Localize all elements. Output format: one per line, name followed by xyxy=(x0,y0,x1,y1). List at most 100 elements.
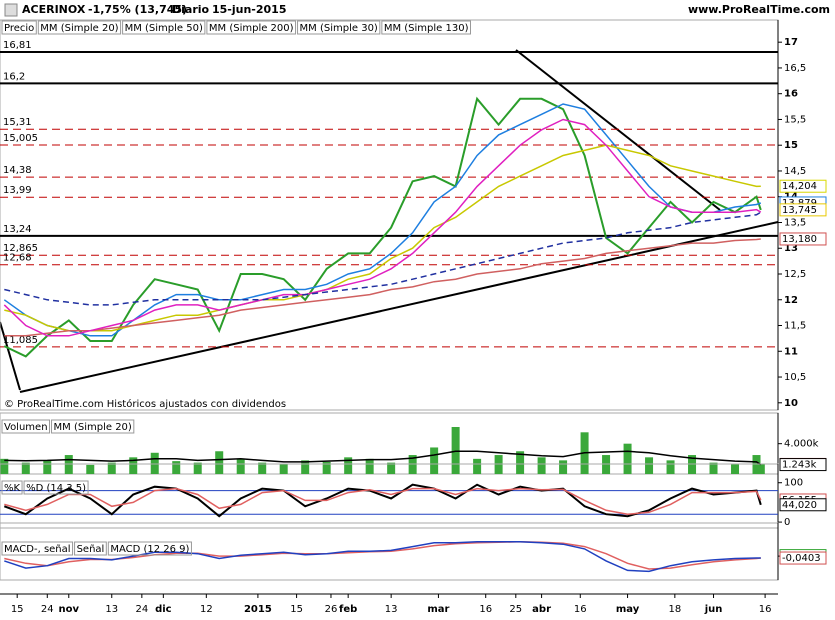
y-tick-label: 4.000k xyxy=(784,439,819,450)
value-marker xyxy=(779,203,827,217)
trend-line xyxy=(19,221,779,393)
volume-bar xyxy=(86,464,95,474)
volume-bar xyxy=(43,460,52,474)
x-tick-label: 24 xyxy=(41,604,54,615)
volume-bar xyxy=(752,455,761,474)
volume-bar xyxy=(387,462,396,474)
legend-box xyxy=(122,20,206,35)
level-label: 12,68 xyxy=(3,253,32,264)
y-tick-label: 16 xyxy=(784,89,798,100)
x-tick-label: mar xyxy=(427,604,449,615)
level-label: 13,99 xyxy=(3,185,32,196)
series-line xyxy=(4,450,762,466)
value-marker-label: 13,180 xyxy=(782,234,817,245)
volume-bar xyxy=(215,451,224,474)
value-marker-label: 44,020 xyxy=(782,500,817,511)
legend-entry: MM (Simple 200) xyxy=(209,23,294,34)
volume-bar xyxy=(344,457,353,474)
legend-entry: MM (Simple 50) xyxy=(125,23,203,34)
y-tick-label: 15 xyxy=(784,140,798,151)
y-tick-label: 13,5 xyxy=(784,217,806,228)
value-marker xyxy=(779,551,827,565)
series-line xyxy=(4,211,762,306)
footer: © ProRealTime.com Históricos ajustados c… xyxy=(4,398,286,410)
volume-bar xyxy=(21,462,30,474)
volume-bar xyxy=(537,457,546,474)
value-marker-label: 1.243k xyxy=(782,460,817,471)
level-label: 14,38 xyxy=(3,165,32,176)
y-tick-label: 17 xyxy=(784,37,798,48)
x-tick-label: dic xyxy=(155,604,172,615)
volume-bar xyxy=(559,460,568,474)
x-tick-label: abr xyxy=(532,604,551,615)
trend-line xyxy=(515,49,721,211)
y-tick-label: 12 xyxy=(784,295,798,306)
x-tick-label: jun xyxy=(704,604,723,615)
legend-entry: Volumen xyxy=(4,422,48,433)
volume-bar xyxy=(107,462,116,474)
volume-bar xyxy=(0,458,9,474)
period: Diario xyxy=(172,3,210,16)
series-line xyxy=(4,541,761,570)
volume-bar xyxy=(430,447,439,474)
x-tick-label: nov xyxy=(59,604,80,615)
x-tick-label: 15 xyxy=(290,604,303,615)
legend-box xyxy=(1,419,51,434)
volume-bar xyxy=(279,464,288,474)
series-line xyxy=(4,487,762,515)
legend-box xyxy=(1,20,37,35)
volume-bar xyxy=(731,464,740,474)
level-label: 12,865 xyxy=(3,243,38,254)
x-tick-label: 15 xyxy=(11,604,24,615)
volume-bar xyxy=(494,455,503,474)
legend-box xyxy=(206,20,297,35)
legend-box xyxy=(37,20,122,35)
level-label: 16,81 xyxy=(3,40,32,51)
volume-bar xyxy=(193,462,202,474)
volume-bar xyxy=(172,461,181,474)
level-label: 11,085 xyxy=(3,335,38,346)
x-tick-label: 25 xyxy=(509,604,522,615)
x-tick-label: 16 xyxy=(479,604,492,615)
series-line xyxy=(4,541,761,573)
legend-box xyxy=(1,480,23,495)
x-tick-label: may xyxy=(616,604,640,615)
level-label: 13,24 xyxy=(3,224,32,235)
y-tick-label: 100 xyxy=(784,478,803,489)
site: www.ProRealTime.com xyxy=(688,3,830,16)
legend-box xyxy=(51,419,135,434)
y-tick-label: 0 xyxy=(784,517,790,528)
volume-bar xyxy=(688,455,697,474)
value-marker xyxy=(779,498,827,512)
y-tick-label: 10 xyxy=(784,398,798,409)
legend-entry: MM (Simple 130) xyxy=(384,23,469,34)
value-marker xyxy=(779,458,827,472)
legend-box xyxy=(381,20,471,35)
x-tick-label: 13 xyxy=(105,604,118,615)
value-marker-label: 14,204 xyxy=(782,181,817,192)
legend-entry: MM (Simple 30) xyxy=(300,23,378,34)
value-marker-label: -0,0403 xyxy=(782,553,821,564)
series-line xyxy=(3,483,762,518)
x-tick-label: 18 xyxy=(668,604,681,615)
legend-entry: %D (14 3 5) xyxy=(26,483,86,494)
legend-entry: %K xyxy=(4,483,21,494)
volume-bar xyxy=(709,462,718,474)
legend-box xyxy=(107,541,192,556)
legend-entry: MACD (12 26 9) xyxy=(110,544,189,555)
y-tick-label: 11,5 xyxy=(784,321,806,332)
volume-bar xyxy=(365,458,374,474)
y-tick-label: 14,5 xyxy=(784,166,806,177)
value-marker-label: 13,745 xyxy=(782,205,817,216)
value-marker xyxy=(779,179,827,193)
legend-entry: Precio xyxy=(4,23,34,34)
y-tick-label: 10,5 xyxy=(784,372,806,383)
menu-icon[interactable] xyxy=(4,3,18,17)
level-label: 15,31 xyxy=(3,117,32,128)
volume-bar xyxy=(645,457,654,474)
volume-bar xyxy=(623,443,632,474)
volume-bar xyxy=(473,458,482,474)
volume-bar xyxy=(258,462,267,474)
volume-bar xyxy=(64,455,73,474)
volume-bar xyxy=(516,451,525,474)
